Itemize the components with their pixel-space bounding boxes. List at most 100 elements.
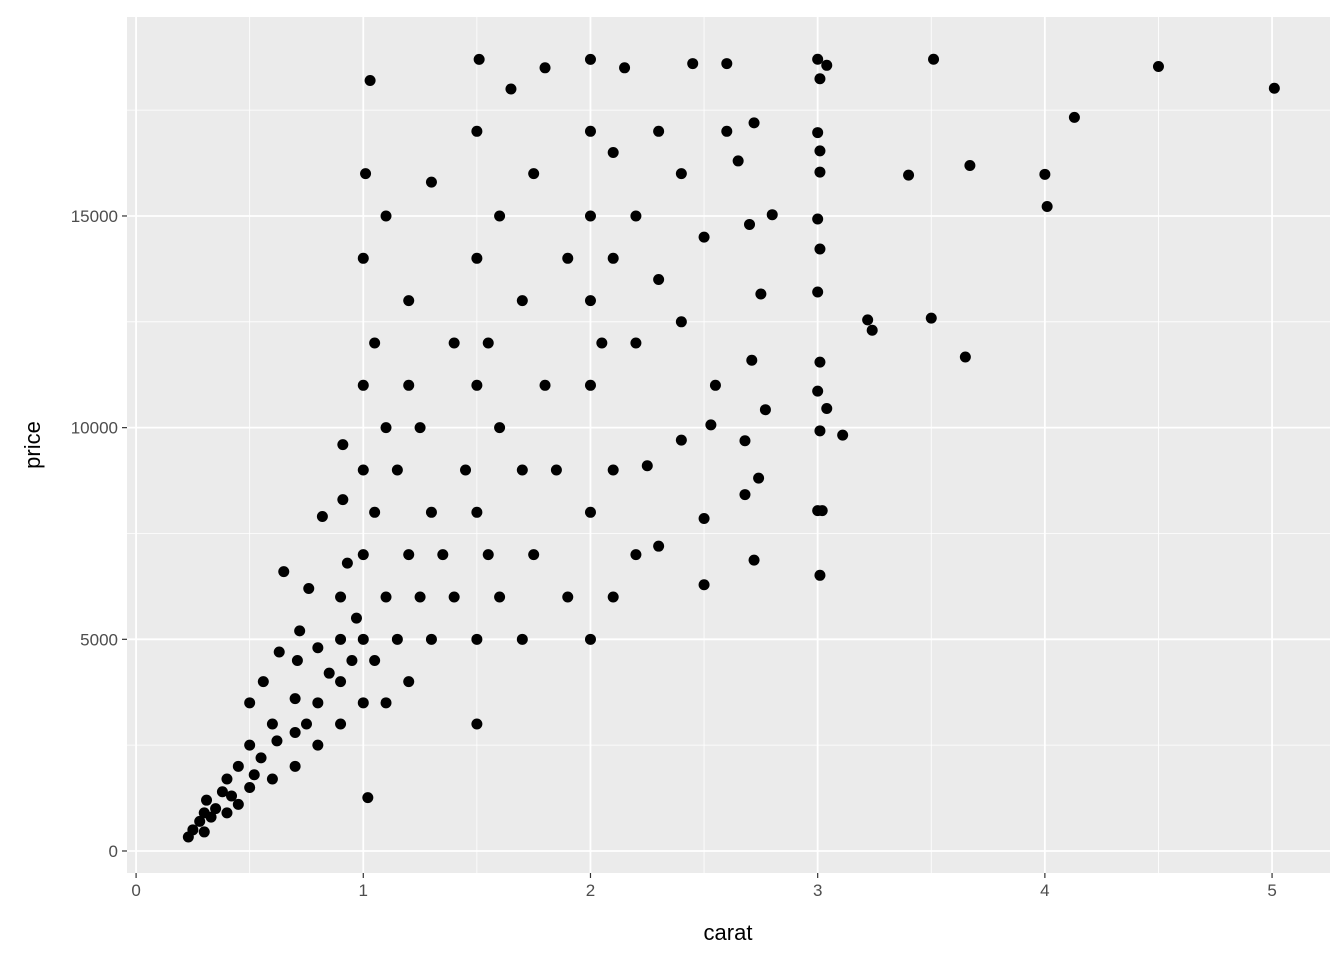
data-point [584,295,596,307]
data-point [528,549,540,561]
data-point [226,790,238,802]
data-point [550,464,562,476]
data-point [759,404,771,416]
data-point [753,472,765,484]
data-point [539,62,551,74]
data-point [473,53,485,65]
data-point [380,697,392,709]
data-point [403,549,415,561]
data-point [266,718,278,730]
data-point [821,59,833,71]
data-point [812,286,824,298]
data-point [335,591,347,603]
data-point [630,549,642,561]
data-point [300,718,312,730]
y-axis-title: price [20,421,45,469]
data-point [721,125,733,137]
x-tick-label: 2 [586,881,595,900]
data-point [221,773,233,785]
data-point [248,769,260,781]
data-point [562,252,574,264]
data-point [814,569,826,581]
data-point [403,676,415,688]
data-point [739,489,751,501]
data-point [698,579,710,591]
data-point [357,464,369,476]
x-axis-title: carat [704,920,753,945]
data-point [516,633,528,645]
data-point [584,53,596,65]
data-point [391,464,403,476]
data-point [471,125,483,137]
data-point [403,295,415,307]
data-point [653,540,665,552]
data-point [357,697,369,709]
data-point [357,252,369,264]
data-point [312,642,324,654]
data-point [732,155,744,167]
data-point [675,168,687,180]
data-point [425,176,437,188]
x-tick-label: 4 [1040,881,1049,900]
data-point [812,53,824,65]
data-point [255,752,267,764]
data-point [244,781,256,793]
data-point [244,739,256,751]
data-point [653,273,665,285]
y-tick-label: 0 [109,842,118,861]
data-point [391,633,403,645]
axes: 0 1 2 3 4 5 0 5000 10000 15000 [71,207,1277,900]
data-point [216,786,228,798]
data-point [821,402,833,414]
data-point [221,807,233,819]
y-tick-label: 10000 [71,419,118,438]
data-point [471,379,483,391]
data-point [266,773,278,785]
data-point [294,625,306,637]
data-point [350,612,362,624]
data-point [816,505,828,517]
data-point [721,58,733,70]
data-point [862,314,874,326]
data-point [607,146,619,158]
data-point [437,549,449,561]
data-point [380,210,392,222]
data-point [1152,60,1164,72]
data-point [364,75,376,87]
data-point [766,209,778,221]
data-point [653,125,665,137]
data-point [505,83,517,95]
data-point [814,356,826,368]
data-point [928,53,940,65]
data-point [584,125,596,137]
data-point [425,633,437,645]
data-point [337,494,349,506]
data-point [403,379,415,391]
data-point [584,506,596,518]
data-point [335,718,347,730]
data-point [494,210,506,222]
data-point [744,218,756,230]
data-point [812,127,824,139]
data-point [584,379,596,391]
data-point [448,337,460,349]
data-point [369,654,381,666]
data-point [1068,111,1080,123]
y-tick-label: 5000 [80,630,118,649]
data-point [335,633,347,645]
data-point [335,676,347,688]
data-point [516,464,528,476]
data-point [460,464,472,476]
data-point [482,549,494,561]
data-point [607,252,619,264]
data-point [201,794,213,806]
data-point [471,718,483,730]
data-point [244,697,256,709]
data-point [312,697,324,709]
data-point [528,168,540,180]
data-point [755,288,767,300]
data-point [369,337,381,349]
data-point [619,62,631,74]
data-point [925,312,937,324]
